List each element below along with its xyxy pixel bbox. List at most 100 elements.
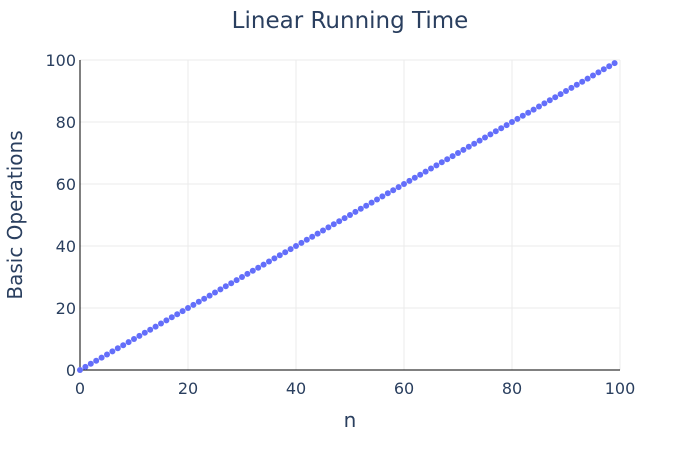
data-point [125,339,132,346]
data-point [222,283,229,290]
data-point [428,165,434,172]
data-point [546,97,553,104]
data-point [158,320,164,327]
data-point [401,181,407,187]
data-point [341,215,348,222]
data-point [287,246,294,253]
data-point [168,314,175,321]
data-point [325,224,332,231]
y-tick-label: 100 [45,51,76,70]
data-point [482,134,488,141]
data-point [514,115,521,122]
data-point [433,162,440,169]
data-point [249,267,256,274]
data-point [600,66,607,73]
x-tick-label: 40 [286,379,306,398]
data-point [374,196,380,203]
data-point [465,143,472,150]
x-tick-label: 100 [605,379,636,398]
x-tick-label: 80 [502,379,522,398]
data-point [460,146,467,153]
data-point [320,227,326,234]
data-point [579,78,586,85]
data-point [573,81,580,88]
tick-labels: 0 20 40 60 80 100 0 20 40 60 80 100 [45,51,635,398]
data-point [595,69,602,76]
y-tick-label: 80 [56,113,76,132]
data-point [212,289,218,296]
y-tick-label: 20 [56,299,76,318]
data-point [282,249,289,256]
data-point [244,270,251,277]
data-point [471,140,478,147]
data-point [190,301,197,308]
data-point [487,131,494,138]
data-point [438,159,445,166]
data-point [120,342,127,349]
data-point [509,119,515,125]
data-point [411,174,418,181]
y-tick-label: 40 [56,237,76,256]
data-point [584,75,591,82]
data-point [239,274,245,280]
data-point [552,94,559,101]
data-point [233,277,240,284]
data-point [77,367,83,373]
data-point [260,261,267,268]
data-point [363,202,370,209]
data-point [136,332,143,339]
data-point [330,221,337,228]
data-point [271,255,278,262]
data-point [298,239,305,246]
data-point [503,122,510,129]
x-tick-label: 0 [75,379,85,398]
data-point [314,230,321,237]
data-point [444,156,451,163]
data-point [384,190,391,197]
data-point [519,112,526,119]
data-point [131,336,137,342]
chart-title: Linear Running Time [232,8,469,34]
data-point [293,243,299,249]
data-point [255,264,262,271]
data-point [163,317,170,324]
data-point [174,311,181,318]
data-point [347,212,353,218]
data-point [114,345,121,352]
data-point [530,106,537,113]
data-point [536,103,542,110]
data-point [455,150,461,156]
data-point [217,286,224,293]
data-point [611,60,618,67]
data-point [147,326,154,333]
grid [80,59,621,370]
data-point [352,208,359,215]
data-point [422,168,429,175]
data-point [417,171,424,178]
data-point [498,125,505,132]
data-point [104,351,110,358]
data-point [195,298,202,305]
data-point [109,348,116,355]
x-axis-title: n [344,408,357,432]
data-point [82,363,89,370]
data-point [590,72,596,79]
data-point [179,308,186,315]
data-point [152,323,159,330]
y-tick-label: 0 [66,361,76,380]
data-point [336,218,343,225]
data-point [357,205,364,212]
data-point [476,137,483,144]
data-point [492,128,499,135]
data-point [395,184,402,191]
data-point [276,252,283,259]
data-point [557,91,564,98]
data-point [201,295,208,302]
data-point [449,153,456,160]
data-point [93,357,100,364]
data-point [568,84,575,91]
axes [79,60,620,371]
data-point [525,109,532,116]
data-point [141,329,148,336]
